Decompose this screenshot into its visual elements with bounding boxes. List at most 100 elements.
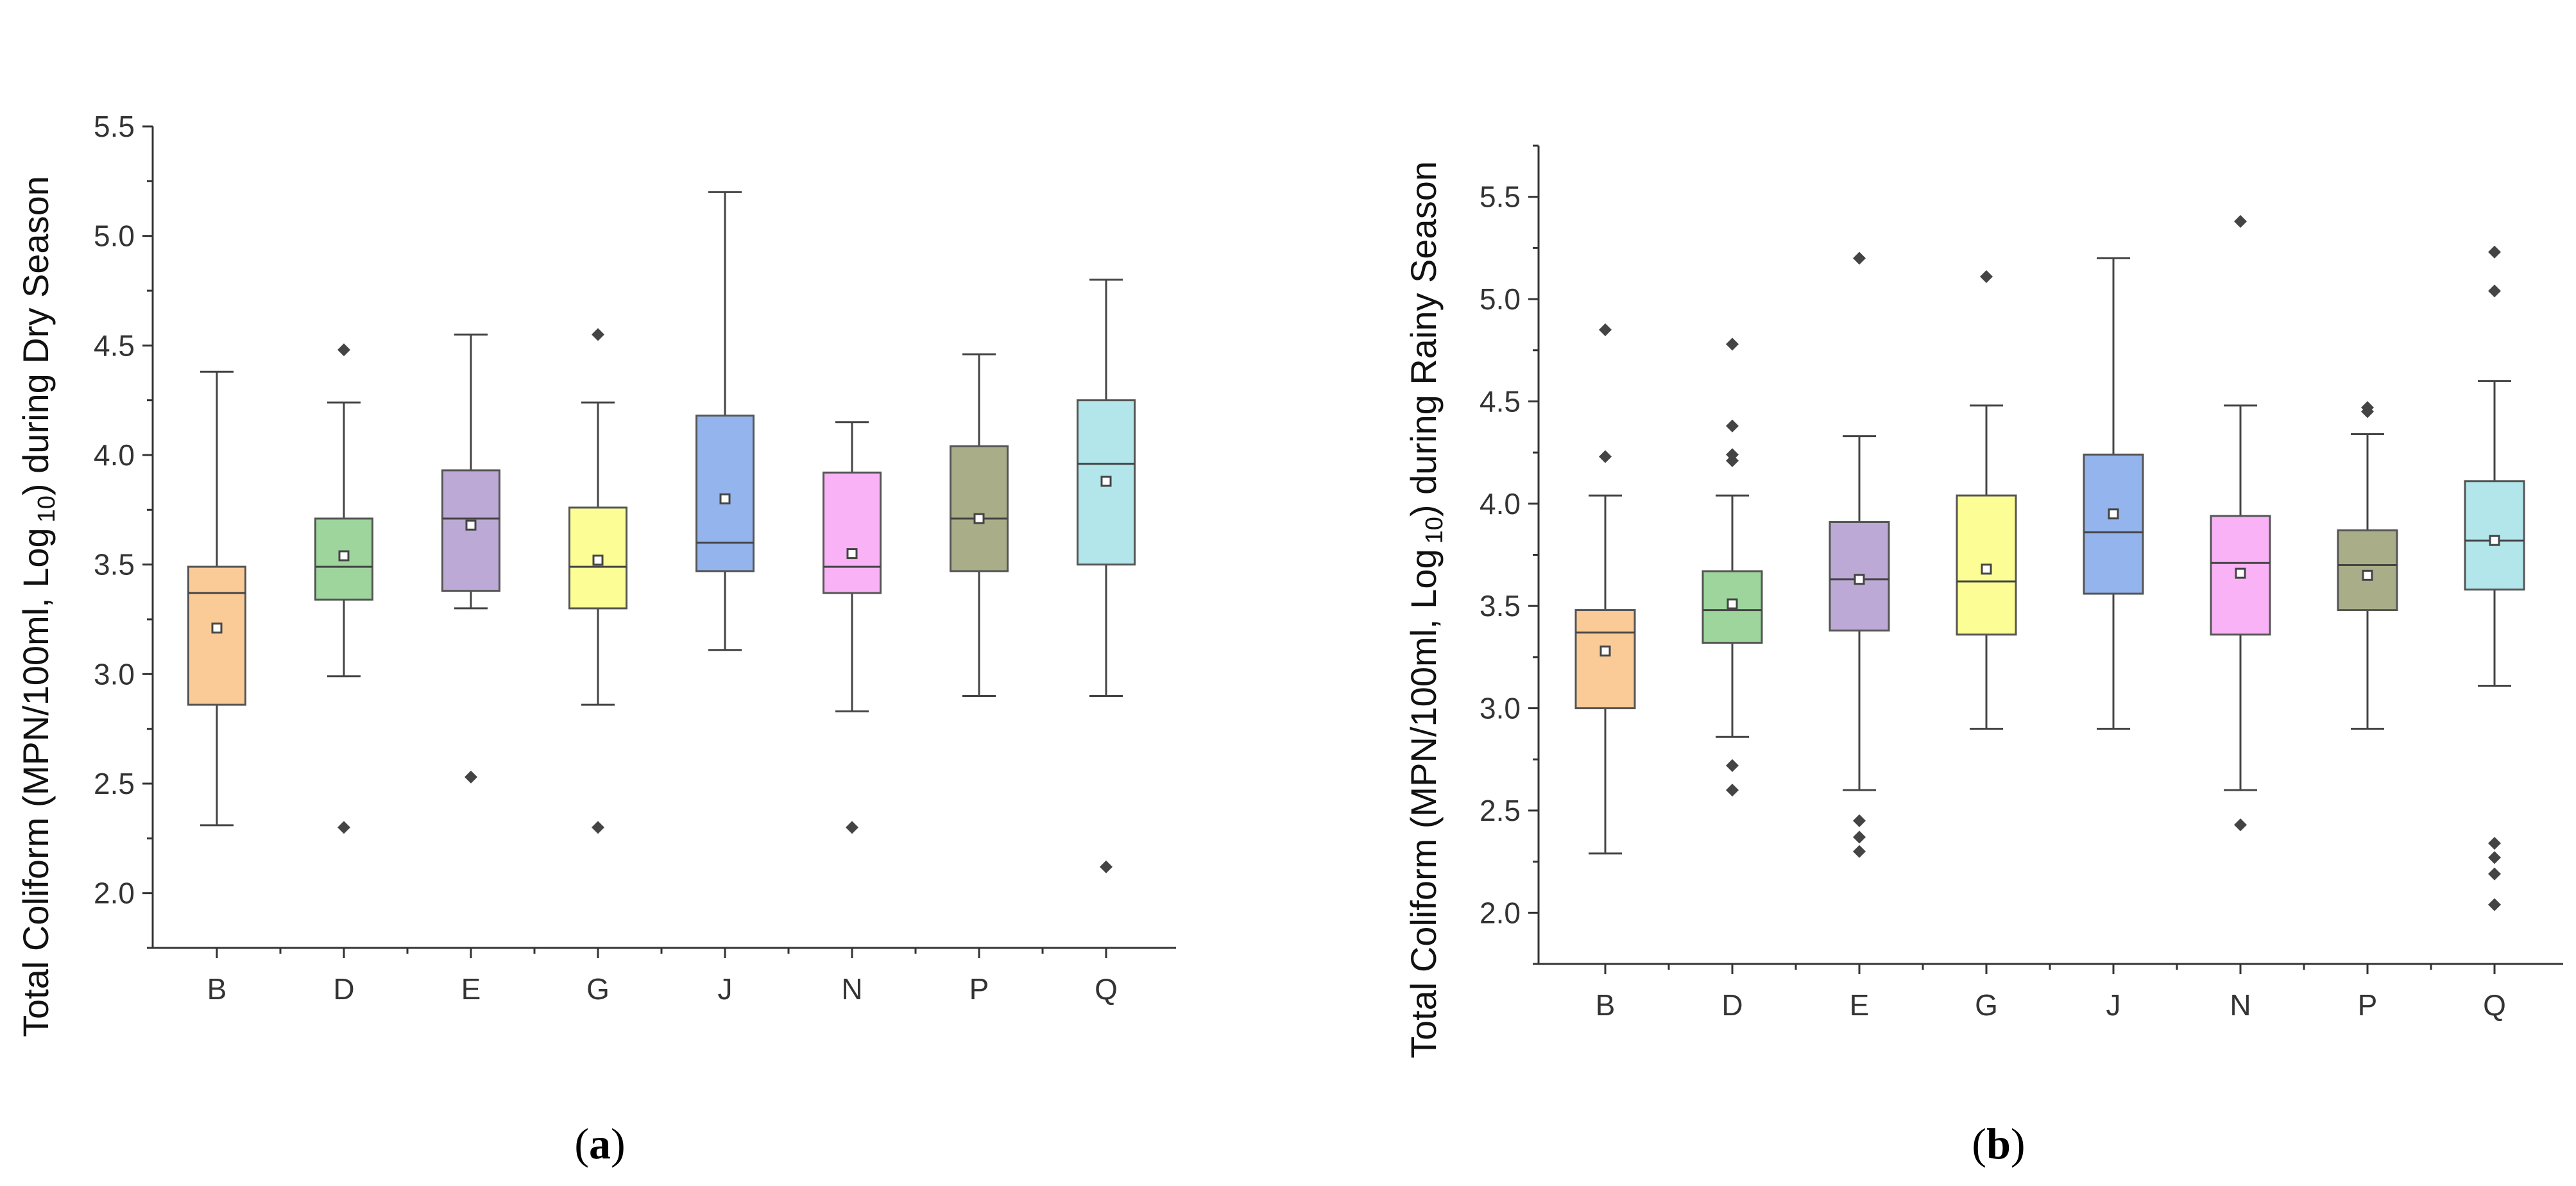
outlier-point bbox=[2488, 898, 2501, 911]
panel-b-x-tick-label-g: G bbox=[1975, 988, 1998, 1022]
panel-b-ylabel-suffix: ) during Rainy Season bbox=[1403, 161, 1444, 517]
panel-a-x-tick-label-p: P bbox=[969, 972, 989, 1006]
panel-a-x-tick-label-e: E bbox=[461, 972, 481, 1006]
mean-marker bbox=[1981, 563, 1992, 575]
panel-a-x-tick-label-n: N bbox=[841, 972, 862, 1006]
panel-a-ylabel-suffix: ) during Dry Season bbox=[15, 176, 56, 495]
outlier-point bbox=[2234, 818, 2247, 832]
panel-a-x-tick-label-q: Q bbox=[1095, 972, 1118, 1006]
outlier-point bbox=[465, 770, 477, 784]
outlier-point bbox=[1726, 338, 1739, 351]
panel-b-ylabel-main: Total Coliform (MPN/100ml, Log bbox=[1403, 549, 1444, 1058]
panel-b-y-tick-label: 4.0 bbox=[1480, 487, 1521, 520]
panel-a-box-q bbox=[1077, 279, 1136, 873]
panel-a-box-d bbox=[314, 343, 373, 834]
outlier-point bbox=[1726, 759, 1739, 772]
panel-b-box-n bbox=[2210, 214, 2271, 832]
panel-b-box-q bbox=[2464, 245, 2525, 911]
outlier-point bbox=[1726, 454, 1739, 467]
panel-a-y-tick-label: 2.0 bbox=[94, 877, 135, 910]
panel-b-y-tick-label: 3.5 bbox=[1480, 589, 1521, 623]
outlier-point bbox=[1853, 830, 1866, 844]
outlier-point bbox=[2234, 214, 2247, 228]
panel-a-y-tick-label: 2.5 bbox=[94, 767, 135, 800]
outlier-point bbox=[2488, 284, 2501, 298]
mean-marker bbox=[719, 493, 731, 504]
panel-b-plot: 2.0 2.5 3.0 3.5 4.0 4.5 5.0 5.5 B D E G J N P Q bbox=[1480, 144, 2563, 1022]
panel-b-y-tick-label: 5.5 bbox=[1480, 180, 1521, 214]
panel-a-box-n bbox=[823, 421, 882, 834]
panel-b-box-p bbox=[2337, 401, 2398, 730]
outlier-point bbox=[2361, 405, 2374, 418]
iqr-box bbox=[1574, 609, 1636, 710]
panel-a-plot: 2.0 2.5 3.0 3.5 4.0 4.5 5.0 5.5 B D E G J N P Q bbox=[94, 110, 1176, 1006]
outlier-point bbox=[592, 821, 604, 834]
panel-a-y-tick-label: 5.0 bbox=[94, 219, 135, 253]
mean-marker bbox=[465, 519, 477, 531]
outlier-point bbox=[1853, 845, 1866, 858]
panel-a-label: (a) bbox=[574, 1119, 625, 1168]
outlier-point bbox=[2488, 851, 2501, 864]
panel-b-x-tick-label-b: B bbox=[1596, 988, 1616, 1022]
mean-marker bbox=[338, 550, 350, 562]
outlier-point bbox=[592, 328, 604, 341]
mean-marker bbox=[2489, 535, 2500, 546]
panel-a-ylabel-subscript: 10 bbox=[33, 495, 60, 522]
panel-b-box-j bbox=[2083, 257, 2144, 730]
outlier-point bbox=[337, 821, 350, 834]
outlier-point bbox=[1726, 784, 1739, 797]
panel-a-ylabel-main: Total Coliform (MPN/100ml, Log bbox=[15, 528, 56, 1037]
panel-a-box-b bbox=[187, 370, 246, 827]
iqr-box bbox=[2464, 480, 2525, 591]
panel-a-x-tick-label-d: D bbox=[333, 972, 354, 1006]
panel-a-y-tick-label: 4.0 bbox=[94, 438, 135, 472]
panel-b-y-tick-label: 5.0 bbox=[1480, 282, 1521, 316]
panel-b-ylabel-subscript: 10 bbox=[1421, 517, 1448, 544]
panel-b-y-tick-label: 3.0 bbox=[1480, 692, 1521, 725]
panel-b-x-tick-label-p: P bbox=[2358, 988, 2378, 1022]
outlier-point bbox=[2488, 836, 2501, 850]
panel-b-x-tick-label-q: Q bbox=[2483, 988, 2506, 1022]
panel-a-box-e bbox=[441, 333, 500, 784]
panel-b-box-g bbox=[1956, 270, 2017, 730]
panel-b-box-b bbox=[1574, 323, 1636, 855]
panel-b-y-tick-label: 2.5 bbox=[1480, 794, 1521, 827]
iqr-box bbox=[950, 445, 1009, 572]
panel-a-x-tick-label-j: J bbox=[718, 972, 733, 1006]
mean-marker bbox=[211, 623, 223, 634]
panel-b-x-tick-label-e: E bbox=[1850, 988, 1870, 1022]
panel-b-label: (b) bbox=[1972, 1119, 2025, 1168]
panel-b-x-tick-label-n: N bbox=[2230, 988, 2251, 1022]
outlier-point bbox=[1980, 270, 1993, 283]
mean-marker bbox=[1854, 574, 1865, 585]
panel-a-x-tick-label-g: G bbox=[586, 972, 610, 1006]
panel-a-y-tick-label: 5.5 bbox=[94, 110, 135, 143]
panel-a-y-tick-label: 3.5 bbox=[94, 548, 135, 581]
panel-a-ylabel: Total Coliform (MPN/100ml, Log 10) during… bbox=[15, 176, 60, 1037]
mean-marker bbox=[592, 554, 604, 566]
panel-a: Total Coliform (MPN/100ml, Log 10) during… bbox=[15, 110, 1176, 1168]
outlier-point bbox=[846, 821, 858, 834]
mean-marker bbox=[1100, 476, 1112, 487]
outlier-point bbox=[337, 343, 350, 357]
panel-b-x-tick-label-d: D bbox=[1721, 988, 1743, 1022]
outlier-point bbox=[1726, 419, 1739, 433]
panel-b-label-letter: b bbox=[1986, 1119, 2011, 1168]
iqr-box bbox=[695, 415, 755, 572]
iqr-box bbox=[441, 469, 500, 592]
mean-marker bbox=[973, 513, 985, 524]
iqr-box bbox=[823, 471, 882, 594]
iqr-box bbox=[2083, 453, 2144, 595]
panel-a-x-tick-label-b: B bbox=[207, 972, 227, 1006]
outlier-point bbox=[1599, 450, 1612, 463]
panel-b-x-tick-label-j: J bbox=[2106, 988, 2121, 1022]
iqr-box bbox=[187, 565, 246, 706]
outlier-point bbox=[1853, 252, 1866, 265]
outlier-point bbox=[1853, 814, 1866, 827]
mean-marker bbox=[2235, 567, 2246, 579]
panel-b-box-d bbox=[1702, 338, 1763, 797]
mean-marker bbox=[2108, 508, 2119, 520]
panel-a-y-tick-label: 4.5 bbox=[94, 329, 135, 362]
iqr-box bbox=[1956, 494, 2017, 636]
panel-b-y-tick-label: 2.0 bbox=[1480, 896, 1521, 929]
